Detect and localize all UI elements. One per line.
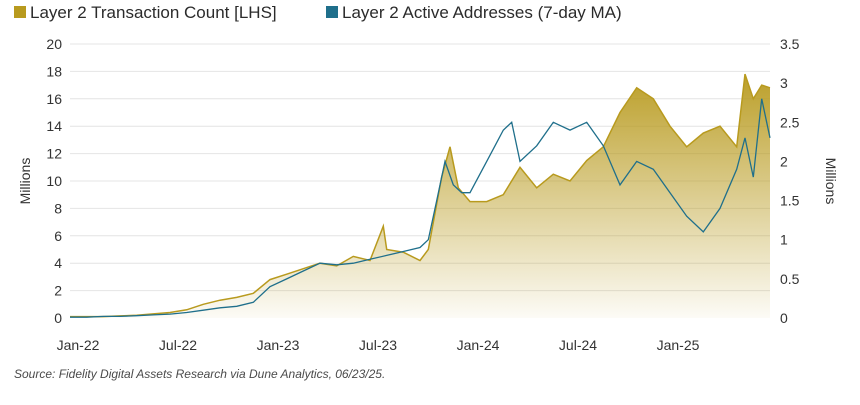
left-tick-label: 18 [46,63,62,79]
x-tick-label: Jul-23 [359,337,397,353]
legend-swatch-transactions [14,6,26,18]
left-axis-ticks: 0 2 4 6 8 10 12 14 16 18 20 [46,36,62,326]
x-tick-label: Jan-22 [57,337,100,353]
right-tick-label: 2 [780,153,788,169]
legend-label-addresses: Layer 2 Active Addresses (7-day MA) [342,3,622,22]
left-tick-label: 6 [54,228,62,244]
right-tick-label: 3.5 [780,36,800,52]
transaction-count-line [70,73,771,318]
right-axis-ticks: 0 0.5 1 1.5 2 2.5 3 3.5 [780,36,800,326]
left-tick-label: 14 [46,118,62,134]
active-addresses-line [70,98,771,318]
left-tick-label: 12 [46,146,62,162]
right-tick-label: 0.5 [780,271,800,287]
left-tick-label: 20 [46,36,62,52]
x-tick-label: Jul-24 [559,337,597,353]
left-tick-label: 16 [46,91,62,107]
right-axis-title: Millions [823,158,839,205]
left-tick-label: 0 [54,310,62,326]
left-tick-label: 4 [54,255,62,271]
transaction-count-area [70,74,770,318]
source-note: Source: Fidelity Digital Assets Research… [14,367,385,381]
right-tick-label: 3 [780,75,788,91]
left-axis-title: Millions [17,158,33,205]
right-tick-label: 2.5 [780,114,800,130]
x-tick-label: Jul-22 [159,337,197,353]
x-tick-label: Jan-24 [457,337,500,353]
gridlines [70,43,770,292]
x-axis-ticks: Jan-22 Jul-22 Jan-23 Jul-23 Jan-24 Jul-24 Jan-… [57,337,700,353]
x-tick-label: Jan-23 [257,337,300,353]
left-tick-label: 2 [54,283,62,299]
legend-swatch-addresses [326,6,338,18]
legend: Layer 2 Transaction Count [LHS] Layer 2 … [14,3,622,22]
x-tick-label: Jan-25 [657,337,700,353]
left-tick-label: 10 [46,173,62,189]
left-tick-label: 8 [54,200,62,216]
right-tick-label: 1.5 [780,193,800,209]
legend-label-transactions: Layer 2 Transaction Count [LHS] [30,3,277,22]
right-tick-label: 0 [780,310,788,326]
right-tick-label: 1 [780,232,788,248]
